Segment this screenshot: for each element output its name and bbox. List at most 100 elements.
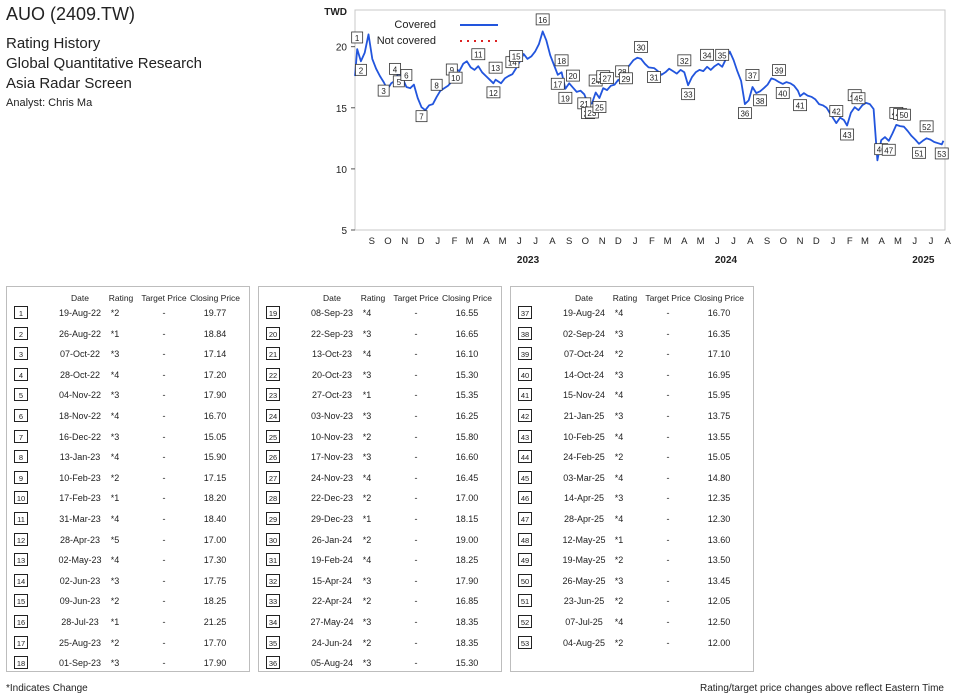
rating-change-marker-number: 32 — [680, 57, 689, 66]
cell-date: 17-Nov-23 — [310, 452, 354, 463]
cell-date: 24-Jun-24 — [311, 637, 353, 648]
row-number: 30 — [266, 532, 280, 546]
cell-rating: *2 — [614, 637, 624, 648]
cell-date: 23-Jun-25 — [563, 596, 605, 607]
rating-change-marker — [677, 54, 692, 67]
cell-closing-price: 18.40 — [203, 514, 227, 524]
cell-rating: *3 — [614, 493, 624, 504]
x-year-label: 2024 — [715, 255, 738, 266]
rating-change-marker — [355, 63, 367, 76]
rating-change-marker — [647, 71, 661, 83]
cell-closing-price: 13.45 — [707, 575, 731, 586]
cell-date: 12-May-25 — [562, 534, 606, 545]
cell-target-price: - — [414, 431, 418, 442]
column-header-date: Date — [71, 293, 89, 303]
rating-change-marker — [566, 69, 580, 82]
rating-change-marker-number: 40 — [778, 89, 787, 98]
rating-change-marker-number: 50 — [899, 111, 908, 120]
rating-table-panel: Date Rating Target Price Closing Price 19 08-… — [258, 286, 502, 672]
table-row: 46 14-Apr-25 *3 - 12.35 — [511, 491, 753, 507]
cell-date: 13-Oct-23 — [311, 349, 353, 360]
cell-target-price: - — [414, 493, 418, 504]
legend-label-covered: Covered — [394, 19, 436, 31]
legend-label-not-covered: Not covered — [377, 35, 436, 47]
cell-rating: *2 — [614, 452, 624, 463]
cell-target-price: - — [666, 637, 670, 648]
rating-change-marker-number: 41 — [796, 102, 805, 111]
cell-date: 22-Sep-23 — [310, 328, 354, 339]
table-row: 11 31-Mar-23 *4 - 18.40 — [7, 512, 249, 528]
table-row: 28 22-Dec-23 *2 - 17.00 — [259, 491, 501, 507]
table-row: 12 28-Apr-23 *5 - 17.00 — [7, 532, 249, 549]
cell-target-price: - — [414, 637, 418, 648]
cell-date: 28-Apr-25 — [563, 514, 605, 524]
rating-change-marker — [448, 71, 463, 84]
cell-date: 25-Aug-23 — [58, 637, 102, 648]
cell-closing-price: 15.35 — [455, 390, 479, 401]
rating-change-marker — [851, 92, 866, 105]
cell-closing-price: 17.15 — [203, 472, 227, 483]
cell-closing-price: 17.90 — [455, 575, 479, 586]
x-tick-label: M — [894, 236, 902, 247]
cell-target-price: - — [162, 411, 166, 421]
cell-target-price: - — [414, 514, 418, 524]
cell-rating: *2 — [614, 596, 624, 607]
rating-change-marker-number: 15 — [512, 53, 521, 62]
column-header-target-price: Target Price — [393, 293, 439, 303]
row-number: 29 — [266, 512, 280, 525]
table-row: 47 28-Apr-25 *4 - 12.30 — [511, 512, 753, 528]
rating-change-marker-number: 13 — [491, 64, 500, 73]
row-number: 34 — [266, 615, 280, 628]
cell-closing-price: 16.10 — [455, 349, 479, 360]
column-header-rating: Rating — [108, 293, 134, 303]
rating-change-marker — [840, 128, 855, 141]
cell-rating: *2 — [110, 596, 120, 607]
cell-target-price: - — [162, 308, 166, 318]
x-tick-label: F — [452, 236, 458, 247]
cell-target-price: - — [666, 555, 670, 566]
cell-rating: *4 — [362, 555, 372, 566]
row-number: 36 — [266, 656, 280, 670]
rating-change-marker-number: 5 — [397, 78, 402, 87]
row-number: 12 — [14, 532, 28, 546]
table-row: 21 13-Oct-23 *4 - 16.10 — [259, 347, 501, 363]
cell-target-price: - — [162, 349, 166, 360]
cell-closing-price: 17.90 — [203, 390, 227, 401]
cell-target-price: - — [162, 369, 166, 380]
cell-date: 18-Nov-22 — [58, 411, 102, 421]
rating-change-marker-number: 7 — [419, 113, 424, 122]
rating-change-marker-number: 47 — [884, 146, 893, 155]
footnote: *Indicates Change — [6, 683, 88, 694]
cell-date: 29-Dec-23 — [310, 514, 354, 524]
cell-rating: *5 — [110, 534, 120, 545]
table-row: 26 17-Nov-23 *3 - 16.60 — [259, 450, 501, 466]
cell-closing-price: 13.50 — [707, 555, 731, 566]
report-subtitle: Global Quantitative Research — [6, 55, 202, 72]
cell-target-price: - — [162, 328, 166, 339]
table-row: 15 09-Jun-23 *2 - 18.25 — [7, 594, 249, 610]
x-tick-label: A — [549, 236, 556, 247]
cell-rating: *3 — [614, 328, 624, 339]
rating-change-marker — [715, 48, 730, 61]
cell-target-price: - — [162, 514, 166, 524]
x-tick-label: J — [912, 236, 917, 247]
cell-closing-price: 15.80 — [455, 431, 479, 442]
cell-rating: *3 — [614, 575, 624, 586]
rating-change-marker — [619, 72, 633, 85]
row-number: 20 — [266, 326, 280, 340]
rating-change-marker-number: 33 — [684, 91, 693, 100]
cell-rating: *3 — [110, 575, 120, 586]
cell-closing-price: 14.80 — [707, 472, 731, 483]
cell-date: 14-Apr-25 — [563, 493, 605, 504]
cell-target-price: - — [162, 390, 166, 401]
rating-change-marker — [509, 50, 524, 62]
rating-change-marker-number: 19 — [561, 94, 570, 103]
cell-target-price: - — [414, 596, 418, 607]
report-subtitle: Asia Radar Screen — [6, 75, 132, 92]
cell-date: 19-Aug-24 — [562, 308, 606, 318]
table-row: 22 20-Oct-23 *3 - 15.30 — [259, 367, 501, 384]
x-tick-label: J — [517, 236, 522, 247]
cell-target-price: - — [162, 575, 166, 586]
cell-rating: *1 — [110, 617, 120, 627]
cell-target-price: - — [162, 452, 166, 463]
